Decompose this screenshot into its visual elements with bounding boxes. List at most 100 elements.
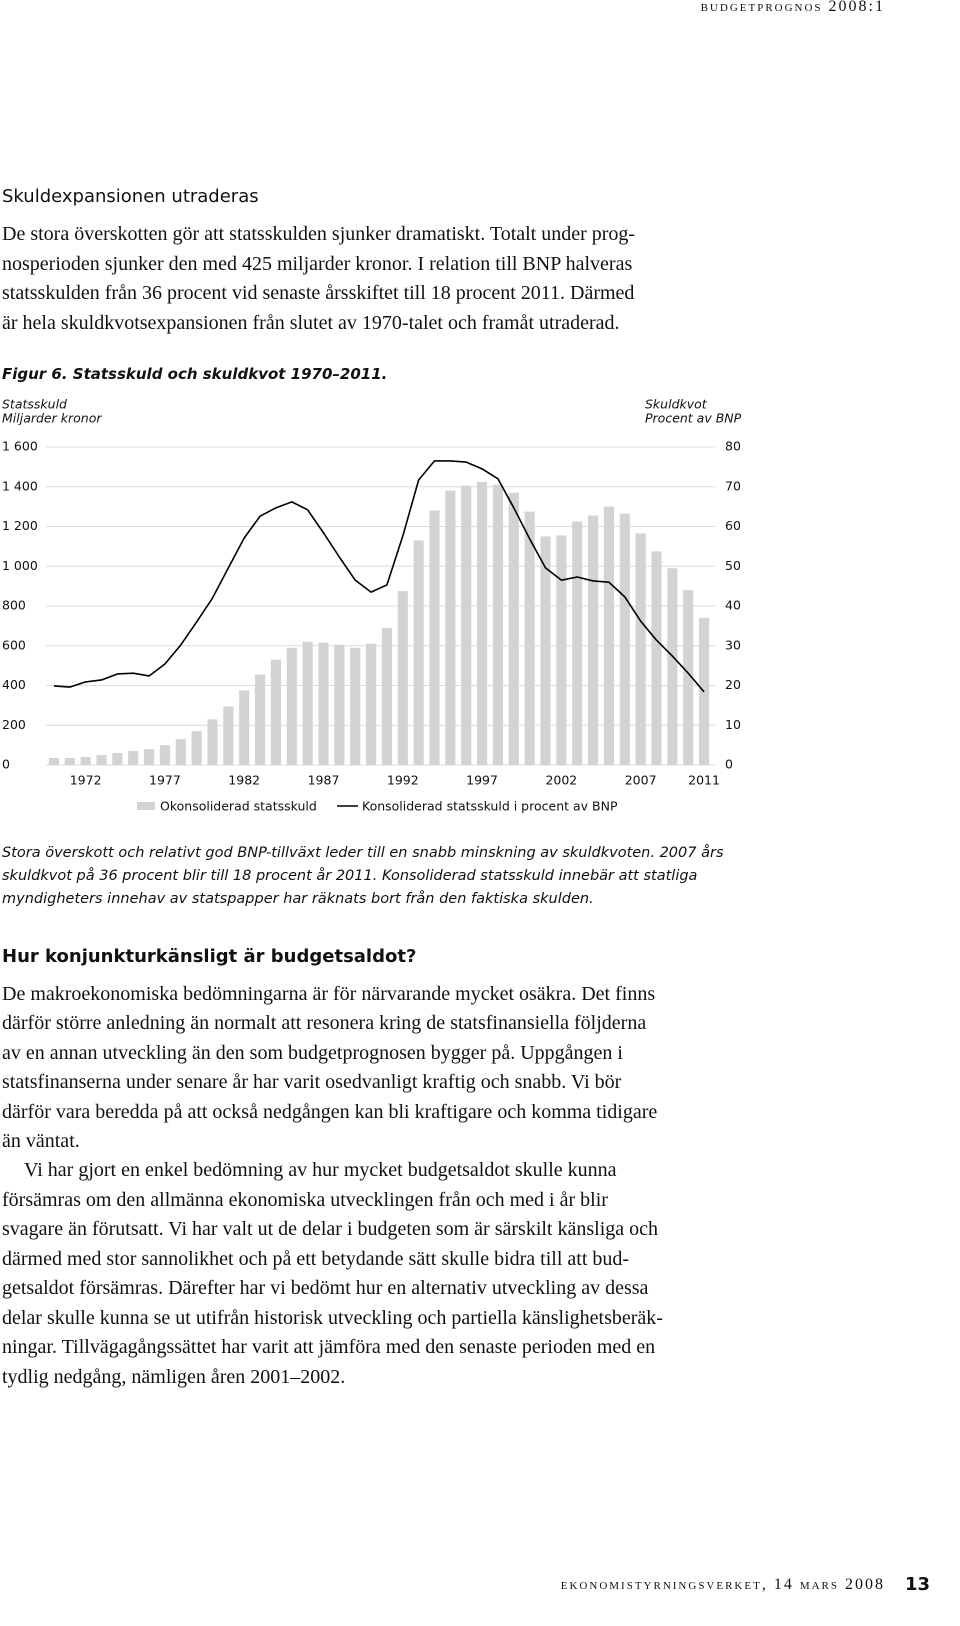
text-line: skuldkvot på 36 procent blir till 18 pro…: [2, 868, 698, 884]
y-tick-label: 1 600: [2, 439, 38, 454]
bar: [619, 513, 630, 765]
y-axis-title: Statsskuld: [2, 397, 67, 412]
x-tick-label: 1997: [466, 773, 498, 788]
y-tick-label: 600: [2, 637, 26, 652]
text-line: nosperioden sjunker den med 425 miljarde…: [2, 252, 633, 275]
x-tick-label: 1992: [387, 773, 419, 788]
bar: [223, 706, 234, 765]
bar: [556, 535, 567, 765]
text-line: svagare än förutsatt. Vi har valt ut de …: [2, 1218, 659, 1240]
bar: [270, 659, 282, 765]
x-tick-label: 2011: [688, 773, 720, 788]
y-tick-label: 800: [2, 598, 26, 613]
bar: [572, 521, 583, 765]
y2-tick-label: 50: [725, 558, 741, 573]
bar: [603, 506, 615, 765]
footer-publisher: ekonomistyrningsverket, 14 mars 2008: [560, 1576, 885, 1593]
bar: [175, 739, 186, 765]
y2-tick-label: 40: [725, 598, 741, 613]
bar: [667, 568, 678, 765]
bar: [587, 515, 599, 765]
bar: [651, 551, 662, 765]
y-axis-unit: Miljarder kronor: [2, 411, 102, 426]
chart: Statsskuld Miljarder kronor Skuldkvot Pr…: [2, 397, 742, 814]
bar: [492, 484, 504, 765]
legend-label: Konsoliderad statsskuld i procent av BNP: [362, 799, 618, 814]
section-heading: Skuldexpansionen utraderas: [2, 186, 259, 207]
y2-tick-label: 10: [725, 717, 741, 732]
text-line: statsfinanserna under senare år har vari…: [2, 1071, 622, 1094]
y-tick-label: 1 400: [2, 478, 38, 493]
bar: [365, 643, 377, 765]
bar: [397, 591, 408, 765]
bar: [48, 758, 60, 765]
legend-label: Okonsoliderad statsskuld: [160, 799, 317, 814]
text-line: av en annan utveckling än den som budget…: [2, 1041, 623, 1064]
y2-tick-label: 0: [725, 757, 733, 772]
x-tick-label: 2002: [545, 773, 577, 788]
y2-tick-label: 20: [725, 677, 741, 692]
bar: [381, 627, 393, 765]
text-line: ningar. Tillvägagångssättet har varit at…: [2, 1336, 656, 1358]
text-line: därför större anledning än normalt att r…: [2, 1012, 647, 1035]
y-tick-label: 1 000: [2, 558, 38, 573]
legend-swatch: [137, 802, 155, 810]
bar: [286, 647, 297, 765]
figure-caption: Figur 6. Statsskuld och skuldkvot 1970–2…: [2, 365, 388, 383]
text-line: Stora överskott och relativt god BNP-til…: [2, 845, 724, 861]
text-line: statsskulden från 36 procent vid senaste…: [2, 282, 635, 305]
x-tick-label: 1972: [70, 773, 102, 788]
y2-tick-label: 80: [725, 439, 741, 454]
y2-axis-title: Skuldkvot: [645, 397, 708, 412]
x-tick-label: 2007: [625, 773, 657, 788]
text-line: Vi har gjort en enkel bedömning av hur m…: [24, 1159, 617, 1181]
bar: [96, 755, 107, 765]
bar: [64, 758, 75, 765]
y2-axis-unit: Procent av BNP: [645, 411, 742, 426]
text-line: getsaldot försämras. Därefter har vi bed…: [2, 1277, 649, 1299]
x-tick-label: 1987: [308, 773, 340, 788]
bar: [508, 492, 519, 765]
running-title: budgetprognos 2008:1: [700, 0, 885, 15]
text-line: delar skulle kunna se ut utifrån histori…: [2, 1306, 663, 1329]
text-line: därmed med stor sannolikhet och på ett b…: [2, 1247, 630, 1270]
bar: [350, 647, 361, 765]
bar: [159, 745, 171, 765]
y2-tick-label: 70: [725, 478, 741, 493]
bar: [254, 674, 266, 765]
text-line: är hela skuldkvotsexpansionen från slute…: [2, 311, 620, 334]
text-line: därför vara beredda på att också nedgång…: [2, 1100, 658, 1123]
bar: [413, 540, 424, 765]
bar: [143, 749, 155, 765]
bar: [318, 642, 329, 765]
text-line: försämras om den allmänna ekonomiska utv…: [2, 1188, 608, 1211]
y-tick-label: 400: [2, 677, 26, 692]
bar: [461, 485, 472, 765]
text-line: De makroekonomiska bedömningarna är för …: [2, 983, 656, 1005]
y-tick-label: 200: [2, 717, 26, 732]
bar: [334, 644, 345, 765]
y2-tick-label: 30: [725, 637, 741, 652]
x-tick-label: 1982: [228, 773, 260, 788]
bar: [540, 536, 551, 765]
bar: [112, 753, 123, 765]
section-heading: Hur konjunkturkänsligt är budgetsaldot?: [2, 946, 417, 967]
page-number: 13: [905, 1574, 931, 1595]
bar: [239, 690, 250, 765]
text-line: än väntat.: [2, 1130, 80, 1152]
x-tick-label: 1977: [149, 773, 181, 788]
bar: [683, 590, 694, 765]
text-line: tydlig nedgång, nämligen åren 2001–2002.: [2, 1365, 346, 1388]
bar: [191, 731, 202, 765]
line: [53, 460, 705, 693]
text-line: De stora överskotten gör att statsskulde…: [2, 223, 636, 245]
bar: [635, 533, 646, 765]
y-tick-label: 1 200: [2, 518, 38, 533]
bar: [429, 510, 440, 765]
bar: [445, 490, 456, 765]
bar: [128, 751, 139, 765]
y-tick-label: 0: [2, 757, 10, 772]
text-line: myndigheters innehav av statspapper har …: [2, 891, 594, 907]
bar: [207, 719, 218, 765]
